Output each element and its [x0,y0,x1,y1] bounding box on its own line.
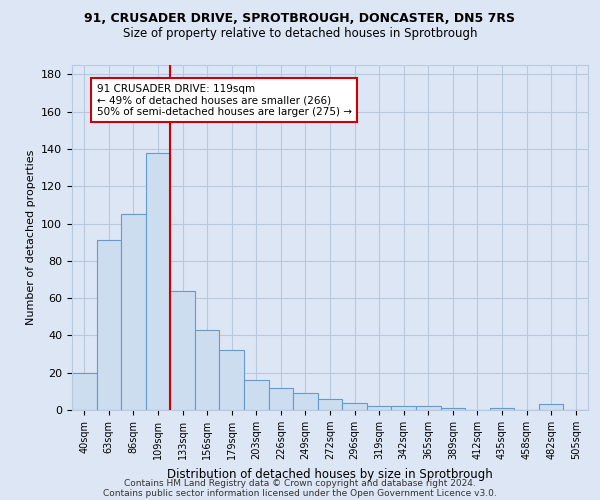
Bar [121,214,146,410]
Text: 91 CRUSADER DRIVE: 119sqm
← 49% of detached houses are smaller (266)
50% of semi: 91 CRUSADER DRIVE: 119sqm ← 49% of detac… [97,84,352,117]
Bar [391,406,416,410]
Bar [293,393,318,410]
Bar [490,408,514,410]
Bar [170,290,195,410]
Text: 91, CRUSADER DRIVE, SPROTBROUGH, DONCASTER, DN5 7RS: 91, CRUSADER DRIVE, SPROTBROUGH, DONCAST… [85,12,515,26]
Y-axis label: Number of detached properties: Number of detached properties [26,150,35,325]
Bar [367,406,391,410]
Bar [416,406,440,410]
Bar [539,404,563,410]
Bar [97,240,121,410]
Bar [220,350,244,410]
Bar [318,399,342,410]
Bar [146,152,170,410]
Bar [72,372,97,410]
Bar [342,402,367,410]
Text: Contains public sector information licensed under the Open Government Licence v3: Contains public sector information licen… [103,488,497,498]
Bar [195,330,220,410]
Bar [244,380,269,410]
X-axis label: Distribution of detached houses by size in Sprotbrough: Distribution of detached houses by size … [167,468,493,480]
Bar [269,388,293,410]
Bar [440,408,465,410]
Text: Size of property relative to detached houses in Sprotbrough: Size of property relative to detached ho… [123,28,477,40]
Text: Contains HM Land Registry data © Crown copyright and database right 2024.: Contains HM Land Registry data © Crown c… [124,478,476,488]
